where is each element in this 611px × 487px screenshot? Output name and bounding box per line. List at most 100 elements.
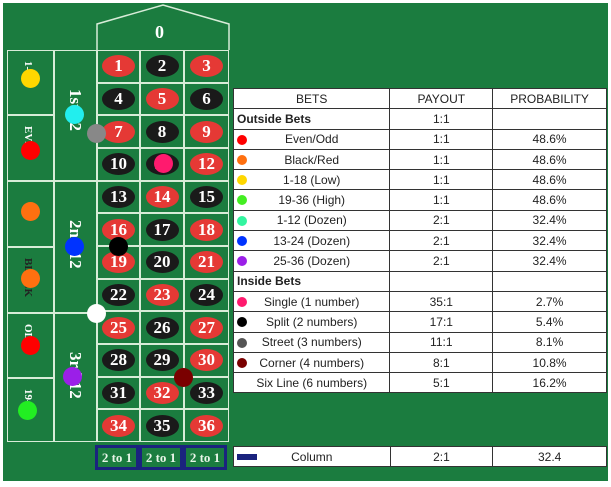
chip-1st-12[interactable]: [64, 104, 84, 124]
number-cell-4[interactable]: 4: [97, 82, 140, 116]
zero-pocket[interactable]: 0: [155, 22, 164, 42]
number-cell-27[interactable]: 27: [184, 311, 229, 345]
section-row: Outside Bets 1:1: [232, 108, 607, 130]
outside-bet-2[interactable]: [7, 181, 54, 247]
number-label: 23: [145, 284, 179, 307]
probability: 16.2%: [492, 372, 607, 394]
number-cell-1[interactable]: 1: [97, 50, 140, 83]
column-bet-1[interactable]: 2 to 1: [95, 445, 139, 470]
chip-red[interactable]: [20, 201, 40, 221]
chip-color-icon: [237, 195, 247, 206]
bet-label: Single (1 number): [264, 294, 360, 309]
table-row: 1-18 (Low) 1:1 48.6%: [232, 169, 607, 191]
number-cell-26[interactable]: 26: [140, 311, 184, 345]
number-cell-22[interactable]: 22: [97, 278, 140, 312]
number-cell-29[interactable]: 29: [140, 344, 184, 377]
chip-corner[interactable]: [173, 367, 193, 387]
bet-label: Corner (4 numbers): [259, 355, 365, 370]
bet-label: 13-24 (Dozen): [273, 233, 351, 248]
chip-even[interactable]: [20, 140, 40, 160]
number-label: 21: [190, 251, 223, 274]
number-cell-18[interactable]: 18: [184, 213, 229, 246]
probability: 8.1%: [492, 331, 607, 353]
number-cell-14[interactable]: 14: [140, 180, 184, 214]
chip-black[interactable]: [20, 268, 40, 288]
payout: 1:1: [389, 189, 494, 211]
header-payout: PAYOUT: [389, 87, 494, 110]
chip-color-icon: [237, 256, 247, 267]
bet-label: 1-12 (Dozen): [276, 213, 347, 228]
table-row: 1-12 (Dozen) 2:1 32.4%: [232, 209, 607, 232]
column-bet-2[interactable]: 2 to 1: [139, 445, 183, 470]
number-cell-9[interactable]: 9: [184, 115, 229, 148]
chip-color-icon: [237, 317, 247, 328]
payout: 35:1: [389, 290, 494, 313]
number-cell-35[interactable]: 35: [140, 409, 184, 443]
table-row: Single (1 number) 35:1 2.7%: [232, 290, 607, 313]
number-cell-8[interactable]: 8: [140, 115, 184, 148]
chip-single[interactable]: [153, 153, 173, 173]
number-cell-17[interactable]: 17: [140, 213, 184, 246]
number-cell-24[interactable]: 24: [184, 278, 229, 312]
number-cell-20[interactable]: 20: [140, 246, 184, 279]
number-cell-23[interactable]: 23: [140, 278, 184, 312]
probability: 48.6%: [492, 189, 607, 211]
chip-3rd-12[interactable]: [62, 366, 82, 386]
number-cell-28[interactable]: 28: [97, 344, 140, 377]
number-label: 13: [102, 186, 135, 208]
number-label: 15: [190, 186, 223, 208]
number-cell-12[interactable]: 12: [184, 148, 229, 181]
number-label: 17: [145, 218, 179, 241]
chip-color-icon: [237, 236, 247, 247]
chip-color-icon: [237, 357, 247, 368]
number-label: 36: [190, 414, 223, 437]
chip-19-36[interactable]: [17, 400, 37, 420]
number-cell-33[interactable]: 33: [184, 376, 229, 410]
payout: 2:1: [389, 250, 494, 272]
payout: 2:1: [389, 209, 494, 232]
number-cell-31[interactable]: 31: [97, 376, 140, 410]
number-label: 29: [145, 349, 179, 372]
number-label: 18: [190, 218, 223, 241]
chip-1-18[interactable]: [20, 68, 40, 88]
chip-street[interactable]: [86, 123, 106, 143]
chip-color-icon: [237, 134, 247, 145]
number-label: 35: [145, 414, 179, 437]
number-cell-2[interactable]: 2: [140, 50, 184, 83]
number-cell-32[interactable]: 32: [140, 376, 184, 410]
number-cell-13[interactable]: 13: [97, 180, 140, 214]
number-label: 14: [145, 186, 179, 208]
chip-color-icon: [237, 154, 247, 165]
number-cell-5[interactable]: 5: [140, 82, 184, 116]
number-cell-10[interactable]: 10: [97, 148, 140, 181]
number-cell-3[interactable]: 3: [184, 50, 229, 83]
number-cell-30[interactable]: 30: [184, 344, 229, 377]
number-cell-21[interactable]: 21: [184, 246, 229, 279]
probability: 48.6%: [492, 148, 607, 171]
number-cell-6[interactable]: 6: [184, 82, 229, 116]
number-label: 12: [190, 153, 223, 176]
number-label: 25: [102, 316, 135, 339]
chip-split[interactable]: [108, 236, 128, 256]
number-cell-36[interactable]: 36: [184, 409, 229, 443]
number-cell-19[interactable]: 19: [97, 246, 140, 279]
chip-2nd-12[interactable]: [64, 236, 84, 256]
number-cell-25[interactable]: 25: [97, 311, 140, 345]
number-label: 22: [102, 284, 135, 307]
table-row: Column 2:1 32.4: [233, 445, 607, 468]
chip-six-line[interactable]: [86, 303, 106, 323]
number-label: 27: [190, 316, 223, 339]
probability: 48.6%: [492, 128, 607, 150]
chip-color-icon: [237, 296, 247, 307]
probability: 32.4%: [492, 230, 607, 252]
number-cell-15[interactable]: 15: [184, 180, 229, 214]
payout: 2:1: [389, 445, 494, 468]
column-bet-3[interactable]: 2 to 1: [183, 445, 227, 470]
number-cell-34[interactable]: 34: [97, 409, 140, 443]
chip-odd[interactable]: [20, 335, 40, 355]
number-label: 1: [102, 55, 135, 78]
probability: 32.4%: [492, 209, 607, 232]
table-row: Six Line (6 numbers) 5:1 16.2%: [232, 372, 607, 394]
number-label: 8: [145, 120, 179, 143]
